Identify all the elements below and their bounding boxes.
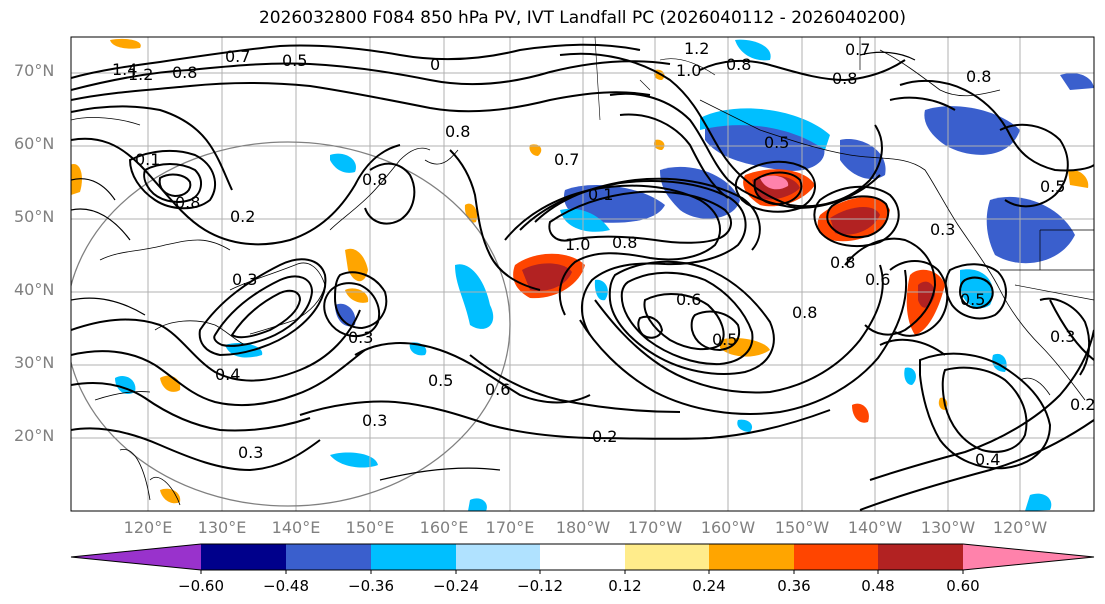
map-title: 2026032800 F084 850 hPa PV, IVT Landfall…: [258, 8, 906, 28]
coastlines: [71, 37, 1094, 506]
contour-label: 0.2: [230, 207, 255, 226]
colorbar-tick-label: −0.60: [178, 577, 224, 595]
contour-label: 0.8: [362, 170, 387, 189]
contour-label: 0.6: [485, 380, 510, 399]
colorbar: [70, 543, 1095, 574]
colorbar-segment: [201, 544, 286, 570]
contour-label: 0.3: [238, 443, 263, 462]
contour-label: 1.0: [565, 235, 590, 254]
lon-label: 140°E: [271, 518, 321, 537]
graticule: [71, 37, 1094, 511]
lat-label: 30°N: [14, 353, 55, 372]
contour-label: 0.5: [428, 371, 453, 390]
lon-label: 160°W: [700, 518, 756, 537]
contour-label: 0.2: [1070, 395, 1095, 414]
colorbar-tick-label: 0.24: [692, 577, 726, 595]
contour-label: 0.5: [712, 330, 737, 349]
colorbar-segment: [878, 544, 963, 570]
colorbar-tick-label: 0.60: [946, 577, 980, 595]
colorbar-tick-label: −0.12: [517, 577, 563, 595]
colorbar-segment: [625, 544, 709, 570]
lat-label: 20°N: [14, 426, 55, 445]
contour-label: 0.4: [215, 365, 240, 384]
colorbar-segment: [794, 544, 878, 570]
contour-label: 0.2: [592, 427, 617, 446]
contour-label: 0.8: [172, 63, 197, 82]
contour-label: 0.7: [845, 40, 870, 59]
lat-label: 50°N: [14, 207, 55, 226]
lon-label: 160°E: [419, 518, 469, 537]
colorbar-tick-label: 0.12: [608, 577, 642, 595]
contour-label: 0.5: [282, 51, 307, 70]
contour-label: 0.5: [1040, 177, 1065, 196]
colorbar-extend-low: [71, 544, 201, 570]
contour-label: 0.8: [445, 122, 470, 141]
contour-label: 0.1: [588, 185, 613, 204]
colorbar-segment: [540, 544, 625, 570]
colorbar-tick-label: −0.36: [348, 577, 394, 595]
contour-labels: 1.4 1.2 0.8 0.7 0.5 0 1.2 1.0 0.8 0.7 0.…: [112, 39, 1095, 469]
contour-label: 0.7: [225, 47, 250, 66]
colorbar-tick-label: 0.36: [777, 577, 811, 595]
contour-label: 0.4: [975, 450, 1000, 469]
colorbar-segment: [709, 544, 794, 570]
contour-label: 0.3: [930, 220, 955, 239]
contour-label: 0.8: [612, 233, 637, 252]
contour-label: 0.3: [348, 328, 373, 347]
colorbar-extend-high: [963, 544, 1094, 570]
lat-label: 60°N: [14, 134, 55, 153]
contour-label: 0.3: [362, 411, 387, 430]
contour-label: 0.8: [726, 55, 751, 74]
contour-label: 0.8: [830, 253, 855, 272]
contour-label: 0.8: [175, 193, 200, 212]
lon-label: 180°W: [555, 518, 611, 537]
contour-label: 1.2: [684, 39, 709, 58]
contour-label: 0.8: [832, 69, 857, 88]
lon-label: 140°W: [847, 518, 903, 537]
colorbar-segment: [456, 544, 540, 570]
colorbar-segment: [286, 544, 371, 570]
colorbar-tick-label: 0.48: [861, 577, 895, 595]
contour-label: 1.4: [112, 60, 137, 79]
contour-label: 0.3: [232, 270, 257, 289]
contour-label: 1.0: [676, 61, 701, 80]
lon-label: 170°W: [627, 518, 683, 537]
colorbar-tick-label: −0.24: [433, 577, 479, 595]
contour-label: 0.6: [676, 290, 701, 309]
lon-label: 170°E: [485, 518, 535, 537]
landfall-region-circle: [71, 141, 511, 507]
lon-label: 130°W: [920, 518, 976, 537]
lon-label: 120°E: [123, 518, 173, 537]
contour-label: 0.3: [1050, 327, 1075, 346]
map-frame: [70, 36, 1095, 512]
contour-label: 0.8: [792, 303, 817, 322]
lat-label: 70°N: [14, 61, 55, 80]
lon-label: 120°W: [992, 518, 1048, 537]
contour-label: 0.5: [960, 290, 985, 309]
lon-label: 130°E: [197, 518, 247, 537]
contour-label: 0: [430, 55, 440, 74]
contour-label: 1.2: [128, 65, 153, 84]
contour-label: 0.7: [554, 150, 579, 169]
lon-label: 150°E: [345, 518, 395, 537]
lat-label: 40°N: [14, 280, 55, 299]
pv-contours: [71, 43, 1094, 511]
contour-label: 0.5: [764, 133, 789, 152]
contour-label: 0.1: [135, 150, 160, 169]
colorbar-segment: [371, 544, 456, 570]
contour-label: 0.8: [966, 67, 991, 86]
contour-label: 0.6: [865, 270, 890, 289]
lon-label: 150°W: [774, 518, 830, 537]
thin-contours: [71, 51, 916, 481]
colorbar-tick-label: −0.48: [263, 577, 309, 595]
